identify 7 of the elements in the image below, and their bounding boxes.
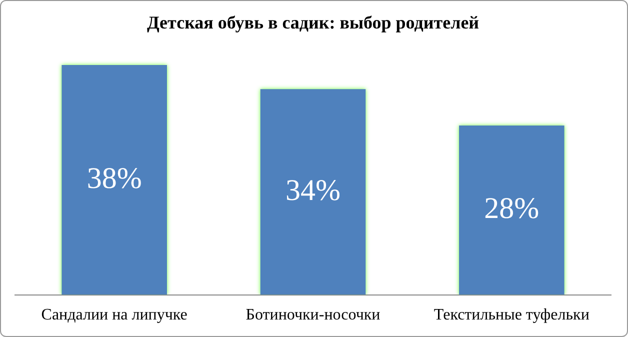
data-label: 38% bbox=[86, 162, 142, 195]
x-tick-label: Сандалии на липучке bbox=[41, 306, 188, 324]
data-label: 28% bbox=[484, 192, 540, 226]
x-tick-label: Ботиночки-носочки bbox=[246, 306, 381, 324]
data-label: 34% bbox=[286, 174, 340, 207]
chart-title: Детская обувь в садик: выбор родителей bbox=[146, 12, 480, 32]
x-tick-label: Текстильные туфельки bbox=[434, 306, 590, 324]
